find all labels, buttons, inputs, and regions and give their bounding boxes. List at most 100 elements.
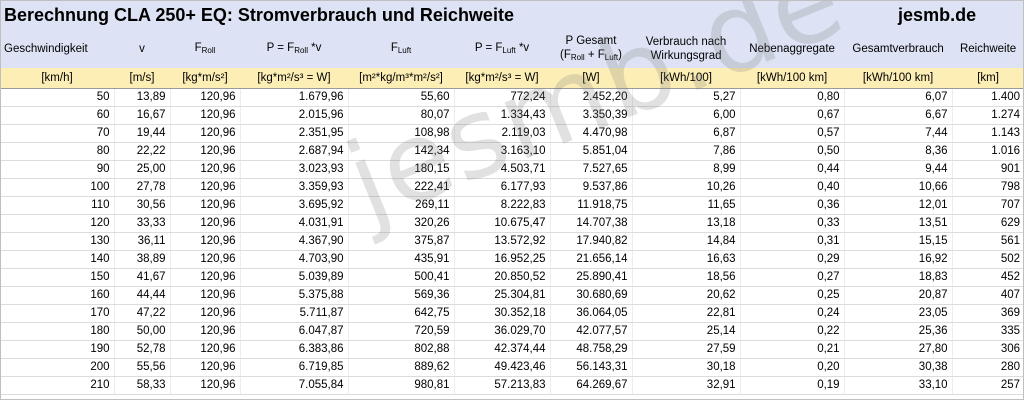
cell-reichweite: 1.016 [952, 142, 1024, 161]
cell-nebenaggregate: 0,40 [740, 178, 845, 197]
header-line-1: P Gesamt [565, 34, 617, 47]
cell-gesamtverbrauch: 15,15 [844, 232, 953, 251]
cell-froll: 120,96 [170, 232, 241, 251]
header-text: F [390, 41, 398, 54]
cell-nebenaggregate: 0,27 [740, 268, 845, 287]
column-header-nebenaggregate: Nebenaggregate [740, 30, 845, 68]
cell-gesamtverbrauch: 10,66 [844, 178, 953, 197]
cell-verbrauch_wg: 27,59 [632, 340, 741, 359]
cell-p_luft: 36.029,70 [454, 322, 551, 341]
cell-p_roll: 4.367,90 [240, 232, 349, 251]
cell-geschwindigkeit: 130 [0, 232, 115, 251]
table-row: 130 36,11 120,96 4.367,90 375,87 13.572,92 17.… [0, 232, 1024, 251]
cell-fluft: 642,75 [348, 304, 455, 323]
cell-fluft: 720,59 [348, 322, 455, 341]
cell-geschwindigkeit: 190 [0, 340, 115, 359]
cell-p_luft: 6.177,93 [454, 178, 551, 197]
header-text: + F [584, 48, 605, 61]
cell-verbrauch_wg: 18,56 [632, 268, 741, 287]
cell-geschwindigkeit: 100 [0, 178, 115, 197]
cell-gesamtverbrauch: 7,44 [844, 124, 953, 143]
column-header-reichweite: Reichweite [952, 30, 1024, 68]
header-text: Nebenaggregate [749, 43, 835, 55]
cell-geschwindigkeit: 180 [0, 322, 115, 341]
cell-p_luft: 3.163,10 [454, 142, 551, 161]
table-row: 180 50,00 120,96 6.047,87 720,59 36.029,70 42.… [0, 322, 1024, 341]
cell-reichweite: 1.143 [952, 124, 1024, 143]
cell-p_roll: 1.679,96 [240, 88, 349, 107]
cell-verbrauch_wg: 5,27 [632, 88, 741, 107]
cell-v: 38,89 [114, 250, 171, 269]
cell-p_luft: 49.423,46 [454, 358, 551, 377]
table-row: 200 55,56 120,96 6.719,85 889,62 49.423,46 56.… [0, 358, 1024, 377]
cell-v: 25,00 [114, 160, 171, 179]
cell-gesamtverbrauch: 16,92 [844, 250, 953, 269]
unit-cell-v: [m/s] [114, 68, 170, 89]
column-header-geschwindigkeit: Geschwindigkeit [0, 30, 114, 68]
header-text: Geschwindigkeit [4, 43, 88, 55]
cell-froll: 120,96 [170, 358, 241, 377]
cell-fluft: 108,98 [348, 124, 455, 143]
cell-gesamtverbrauch: 8,36 [844, 142, 953, 161]
cell-verbrauch_wg: 13,18 [632, 214, 741, 233]
cell-p_roll: 5.711,87 [240, 304, 349, 323]
cell-fluft: 222,41 [348, 178, 455, 197]
unit-cell-p_gesamt: [W] [550, 68, 632, 89]
cell-v: 13,89 [114, 88, 171, 107]
cell-p_roll: 2.687,94 [240, 142, 349, 161]
unit-cell-p_luft: [kg*m²/s³ = W] [454, 68, 550, 89]
header-text: (F [560, 48, 571, 61]
cell-p_roll: 2.015,96 [240, 106, 349, 125]
cell-p_gesamt: 11.918,75 [550, 196, 633, 215]
cell-reichweite: 1.400 [952, 88, 1024, 107]
cell-p_gesamt: 48.758,29 [550, 340, 633, 359]
cell-gesamtverbrauch: 33,10 [844, 376, 953, 395]
table-row: 210 58,33 120,96 7.055,84 980,81 57.213,83 64.… [0, 376, 1024, 395]
table-row: 190 52,78 120,96 6.383,86 802,88 42.374,44 48.… [0, 340, 1024, 359]
cell-reichweite: 901 [952, 160, 1024, 179]
cell-froll: 120,96 [170, 88, 241, 107]
cell-fluft: 55,60 [348, 88, 455, 107]
cell-geschwindigkeit: 210 [0, 376, 115, 395]
cell-froll: 120,96 [170, 214, 241, 233]
cell-fluft: 180,15 [348, 160, 455, 179]
cell-geschwindigkeit: 110 [0, 196, 115, 215]
page-title: Berechnung CLA 250+ EQ: Stromverbrauch u… [0, 0, 741, 30]
cell-nebenaggregate: 0,44 [740, 160, 845, 179]
header-subscript: Luft [604, 52, 619, 62]
cell-nebenaggregate: 0,25 [740, 286, 845, 305]
cell-p_roll: 3.695,92 [240, 196, 349, 215]
cell-verbrauch_wg: 20,62 [632, 286, 741, 305]
cell-geschwindigkeit: 140 [0, 250, 115, 269]
cell-v: 47,22 [114, 304, 171, 323]
cell-nebenaggregate: 0,21 [740, 340, 845, 359]
cell-reichweite: 629 [952, 214, 1024, 233]
cell-verbrauch_wg: 16,63 [632, 250, 741, 269]
cell-geschwindigkeit: 50 [0, 88, 115, 107]
cell-p_roll: 6.719,85 [240, 358, 349, 377]
cell-p_luft: 16.952,25 [454, 250, 551, 269]
cell-p_roll: 5.375,88 [240, 286, 349, 305]
cell-v: 30,56 [114, 196, 171, 215]
cell-froll: 120,96 [170, 196, 241, 215]
header-subscript: Luft [502, 45, 516, 55]
cell-froll: 120,96 [170, 322, 241, 341]
table-body: 50 13,89 120,96 1.679,96 55,60 772,24 2.452,20… [0, 88, 1024, 395]
cell-reichweite: 798 [952, 178, 1024, 197]
cell-verbrauch_wg: 22,81 [632, 304, 741, 323]
unit-cell-verbrauch_wg: [kWh/100] [632, 68, 741, 89]
cell-fluft: 569,36 [348, 286, 455, 305]
cell-p_gesamt: 36.064,05 [550, 304, 633, 323]
cell-fluft: 889,62 [348, 358, 455, 377]
unit-cell-fluft: [m²*kg/m³*m²/s²] [348, 68, 454, 89]
header-text: v [139, 43, 145, 55]
cell-froll: 120,96 [170, 124, 241, 143]
header-line-2: Wirkungsgrad [650, 50, 722, 62]
cell-verbrauch_wg: 10,26 [632, 178, 741, 197]
header-subscript: Roll [294, 45, 308, 55]
cell-p_gesamt: 5.851,04 [550, 142, 633, 161]
column-header-p_gesamt: P Gesamt (FRoll + FLuft) [550, 30, 632, 68]
cell-nebenaggregate: 0,57 [740, 124, 845, 143]
cell-nebenaggregate: 0,67 [740, 106, 845, 125]
